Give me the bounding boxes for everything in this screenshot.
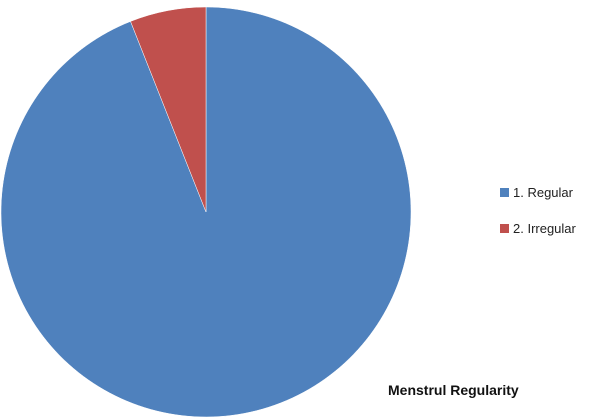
legend-item-regular: 1. Regular bbox=[500, 182, 612, 202]
chart-title: Menstrul Regularity bbox=[388, 382, 519, 398]
legend-swatch-regular bbox=[500, 187, 509, 197]
legend: 1. Regular 2. Irregular bbox=[500, 182, 612, 254]
legend-swatch-irregular bbox=[500, 223, 509, 233]
pie-slices bbox=[0, 6, 412, 418]
legend-label-regular: 1. Regular bbox=[513, 184, 573, 200]
legend-label-irregular: 2. Irregular bbox=[513, 220, 576, 236]
pie-slice-irregular bbox=[130, 6, 207, 213]
legend-item-irregular: 2. Irregular bbox=[500, 218, 612, 238]
